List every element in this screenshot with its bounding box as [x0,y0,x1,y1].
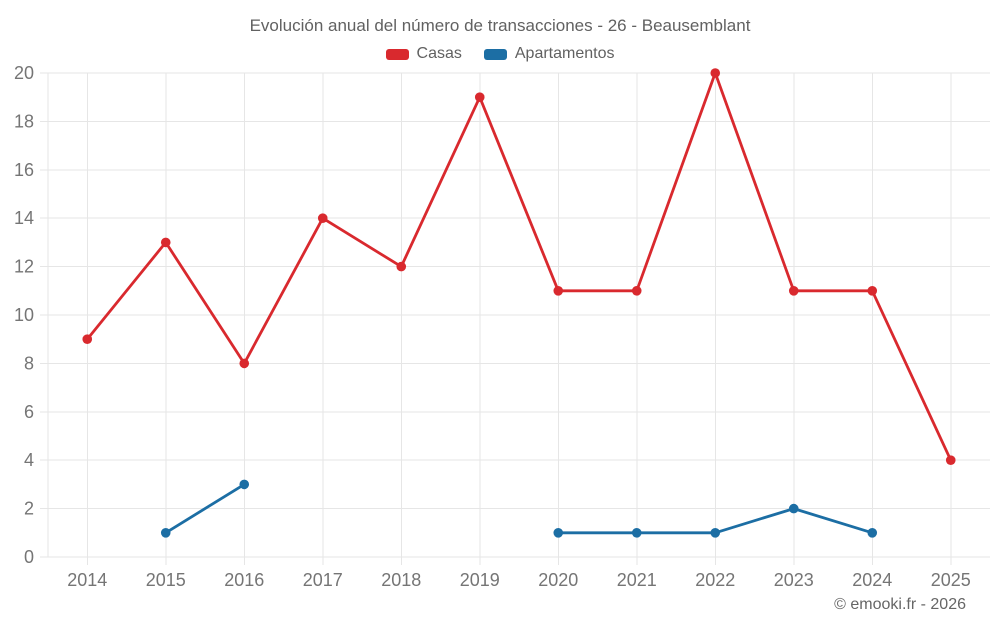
data-point-casas-2015[interactable] [160,237,171,248]
series-line-casas [85,71,953,462]
data-point-casas-2019[interactable] [474,92,485,102]
x-axis-tick-label: 2019 [460,570,500,590]
x-axis-tick-label: 2017 [303,570,343,590]
x-axis-tick-label: 2025 [931,570,971,590]
legend-item-apartamentos[interactable]: Apartamentos [483,45,615,63]
legend-label-apartamentos: Apartamentos [514,45,615,62]
chart-title: Evolución anual del número de transaccio… [249,16,751,35]
x-axis-tick-label: 2015 [146,570,186,590]
y-axis-tick-label: 4 [24,450,34,470]
legend-swatch-apartamentos [483,48,507,60]
data-point-apartamentos-2016[interactable] [239,479,250,490]
y-axis-tick-label: 20 [14,63,34,83]
data-point-casas-2024[interactable] [867,286,878,296]
data-point-apartamentos-2015[interactable] [160,528,171,538]
data-point-casas-2020[interactable] [553,286,564,296]
data-point-casas-2017[interactable] [317,213,328,223]
data-point-casas-2021[interactable] [631,286,642,296]
data-point-apartamentos-2021[interactable] [631,528,642,538]
legend-label-casas: Casas [416,45,462,62]
data-point-casas-2025[interactable] [945,455,956,466]
data-point-casas-2018[interactable] [396,261,407,272]
y-axis-tick-label: 8 [24,353,34,373]
legend-swatch-casas [385,48,409,60]
chart-legend: Casas Apartamentos [0,45,1000,63]
y-axis-tick-label: 16 [14,160,34,180]
x-axis-tick-label: 2018 [381,570,421,590]
legend-item-casas[interactable]: Casas [385,45,462,63]
x-axis-tick-label: 2020 [538,570,578,590]
x-axis-tick-label: 2022 [695,570,735,590]
y-axis-tick-label: 18 [14,111,34,131]
x-axis-tick-label: 2016 [224,570,264,590]
x-axis-tick-label: 2021 [617,570,657,590]
data-point-apartamentos-2024[interactable] [867,528,878,538]
x-axis-tick-label: 2023 [774,570,814,590]
x-axis-tick-label: 2024 [852,570,892,590]
y-axis-tick-label: 6 [24,402,34,422]
y-axis-tick-label: 10 [14,305,34,325]
x-axis-tick-label: 2014 [67,570,107,590]
data-point-casas-2014[interactable] [82,334,93,345]
data-point-casas-2023[interactable] [788,286,799,296]
y-axis-tick-label: 2 [24,499,34,519]
data-point-apartamentos-2023[interactable] [788,503,799,514]
data-point-apartamentos-2020[interactable] [553,528,564,538]
y-axis-tick-label: 12 [14,257,34,277]
y-axis-tick-label: 14 [14,208,34,228]
watermark: © emooki.fr - 2026 [834,596,966,613]
data-point-casas-2022[interactable] [710,68,721,78]
y-axis-tick-label: 0 [24,547,34,567]
data-point-casas-2016[interactable] [239,358,250,369]
data-point-apartamentos-2022[interactable] [710,528,721,538]
